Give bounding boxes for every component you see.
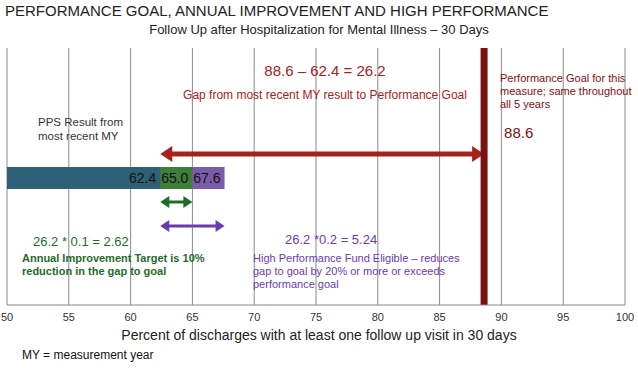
html-text:MY = measurement year: MY = measurement year (22, 348, 154, 362)
html-text:26.2 * 0.1 = 2.62: 26.2 * 0.1 = 2.62 (33, 234, 129, 249)
svg-text:65.0: 65.0 (161, 170, 188, 186)
html-text:88.6 – 62.4 = 26.2: 88.6 – 62.4 = 26.2 (264, 62, 386, 79)
svg-text:75: 75 (310, 311, 322, 323)
html-text:Annual Improvement Target is 1: Annual Improvement Target is 10% reducti… (22, 252, 205, 278)
svg-text:55: 55 (63, 311, 75, 323)
html-text:Percent of discharges with at: Percent of discharges with at least one … (121, 327, 517, 343)
html-text:Performance Goal for this meas: Performance Goal for this measure; same … (500, 72, 632, 111)
svg-text:50: 50 (8, 311, 13, 323)
html-text:PERFORMANCE GOAL, ANNUAL IMPRO: PERFORMANCE GOAL, ANNUAL IMPROVEMENT AND… (5, 2, 549, 19)
html-text:26.2 *0.2 = 5.24: 26.2 *0.2 = 5.24 (285, 232, 378, 247)
svg-text:90: 90 (495, 311, 507, 323)
svg-text:88.6: 88.6 (504, 124, 533, 141)
html-text:Follow Up after Hospitalizatio: Follow Up after Hospitalization for Ment… (149, 22, 489, 37)
svg-text:80: 80 (372, 311, 384, 323)
svg-text:100: 100 (616, 311, 630, 323)
svg-text:67.6: 67.6 (193, 170, 220, 186)
html-text:Gap from most recent MY result: Gap from most recent MY result to Perfor… (183, 88, 467, 102)
svg-text:62.4: 62.4 (129, 170, 156, 186)
svg-text:85: 85 (433, 311, 445, 323)
svg-text:60: 60 (124, 311, 136, 323)
svg-text:95: 95 (557, 311, 569, 323)
html-text:PPS Result from most recent MY: PPS Result from most recent MY (38, 116, 123, 142)
html-text:High Performance Fund Eligible: High Performance Fund Eligible – reduces… (253, 252, 460, 291)
svg-text:65: 65 (186, 311, 198, 323)
svg-text:70: 70 (248, 311, 260, 323)
